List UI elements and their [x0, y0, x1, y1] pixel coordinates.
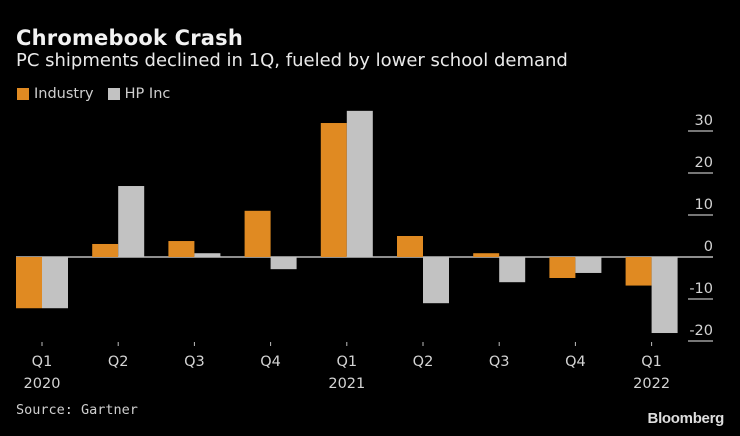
bar-industry-q2-2020	[92, 243, 119, 257]
x-tick-label: Q3	[489, 354, 510, 370]
x-tick-year-label: 2022	[633, 376, 670, 392]
bar-industry-q3-2021	[473, 253, 500, 257]
x-tick-label: Q4	[260, 354, 281, 370]
chart-title: Chromebook Crash	[16, 26, 244, 50]
bar-hp-inc-q2-2021	[423, 257, 449, 304]
y-tick-label: 30	[695, 113, 713, 129]
x-tick-year-label: 2021	[328, 376, 365, 392]
bar-industry-q1-2020	[16, 257, 42, 309]
bar-industry-q3-2020	[168, 241, 195, 257]
bar-hp-inc-q1-2022	[651, 257, 678, 334]
x-tick-label: Q4	[565, 354, 586, 370]
legend: Industry HP Inc	[17, 86, 184, 102]
bar-hp-inc-q2-2020	[118, 186, 145, 257]
y-tick-label: -20	[689, 323, 713, 339]
legend-swatch-industry	[17, 88, 29, 100]
x-tick-label: Q2	[108, 354, 129, 370]
bar-industry-q4-2020	[244, 210, 271, 257]
bar-industry-q1-2021	[320, 123, 347, 258]
bloomberg-logo: Bloomberg	[647, 410, 725, 427]
bar-hp-inc-q1-2021	[346, 110, 373, 257]
bar-hp-inc-q3-2021	[499, 257, 526, 283]
bar-hp-inc-q1-2020	[42, 257, 68, 309]
legend-item-hp: HP Inc	[107, 86, 171, 102]
source-note: Source: Gartner	[16, 402, 138, 418]
x-tick-label: Q1	[32, 354, 53, 370]
x-tick-year-label: 2020	[24, 376, 61, 392]
y-tick-label: 10	[695, 197, 713, 213]
chart-subtitle: PC shipments declined in 1Q, fueled by l…	[16, 50, 568, 71]
bar-hp-inc-q4-2021	[575, 257, 602, 273]
y-tick-label: 0	[704, 239, 713, 255]
bar-industry-q2-2021	[397, 236, 423, 257]
x-tick-label: Q2	[413, 354, 434, 370]
legend-swatch-hp	[107, 88, 120, 100]
legend-item-industry: Industry	[17, 86, 94, 102]
y-tick-label: 20	[695, 155, 713, 171]
bar-hp-inc-q3-2020	[194, 253, 221, 257]
x-tick-label: Q1	[641, 354, 662, 370]
legend-label-hp: HP Inc	[124, 86, 171, 102]
x-tick-label: Q1	[336, 354, 357, 370]
bar-industry-q4-2021	[549, 257, 576, 278]
x-tick-label: Q3	[184, 354, 205, 370]
bar-industry-q1-2022	[625, 257, 652, 286]
y-tick-label: -10	[689, 281, 713, 297]
bar-hp-inc-q4-2020	[270, 257, 297, 270]
legend-label-industry: Industry	[34, 86, 94, 102]
